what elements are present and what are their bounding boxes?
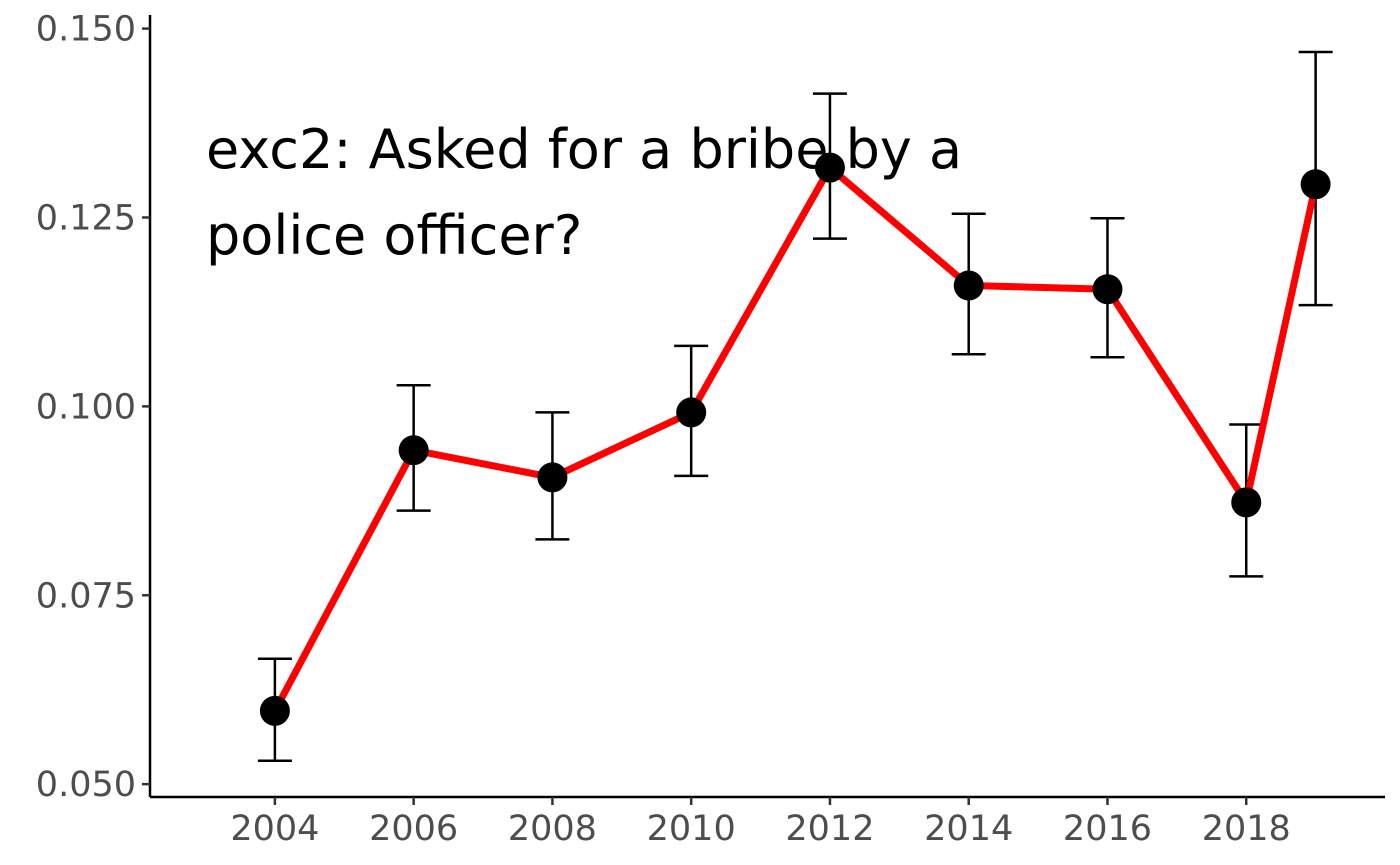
y-tick-label: 0.150 xyxy=(36,10,136,50)
y-tick-label: 0.100 xyxy=(36,387,136,427)
data-point xyxy=(676,397,707,428)
data-point xyxy=(398,435,429,466)
x-tick-label: 2006 xyxy=(369,809,458,849)
x-tick-label: 2004 xyxy=(230,809,319,849)
data-point xyxy=(1092,274,1123,305)
x-tick-label: 2010 xyxy=(647,809,736,849)
annotation-line-1: exc2: Asked for a bribe by a xyxy=(206,118,962,181)
data-point xyxy=(259,695,290,726)
points xyxy=(259,152,1331,726)
annotation: exc2: Asked for a bribe by a police offi… xyxy=(206,118,962,267)
data-point xyxy=(814,152,845,183)
y-tick-label: 0.050 xyxy=(36,765,136,805)
x-tick-label: 2014 xyxy=(924,809,1013,849)
annotation-line-2: police officer? xyxy=(206,204,582,267)
x-tick-label: 2018 xyxy=(1202,809,1291,849)
x-tick-label: 2012 xyxy=(785,809,874,849)
data-point xyxy=(537,462,568,493)
y-tick-label: 0.075 xyxy=(36,576,136,616)
data-point xyxy=(953,270,984,301)
data-point xyxy=(1300,169,1331,200)
data-point xyxy=(1231,487,1262,518)
axes: 0.050 0.075 0.100 0.125 0.150 2004 2006 2008 201… xyxy=(36,10,1385,849)
x-tick-label: 2008 xyxy=(508,809,597,849)
x-tick-label: 2016 xyxy=(1063,809,1152,849)
y-tick-label: 0.125 xyxy=(36,198,136,238)
